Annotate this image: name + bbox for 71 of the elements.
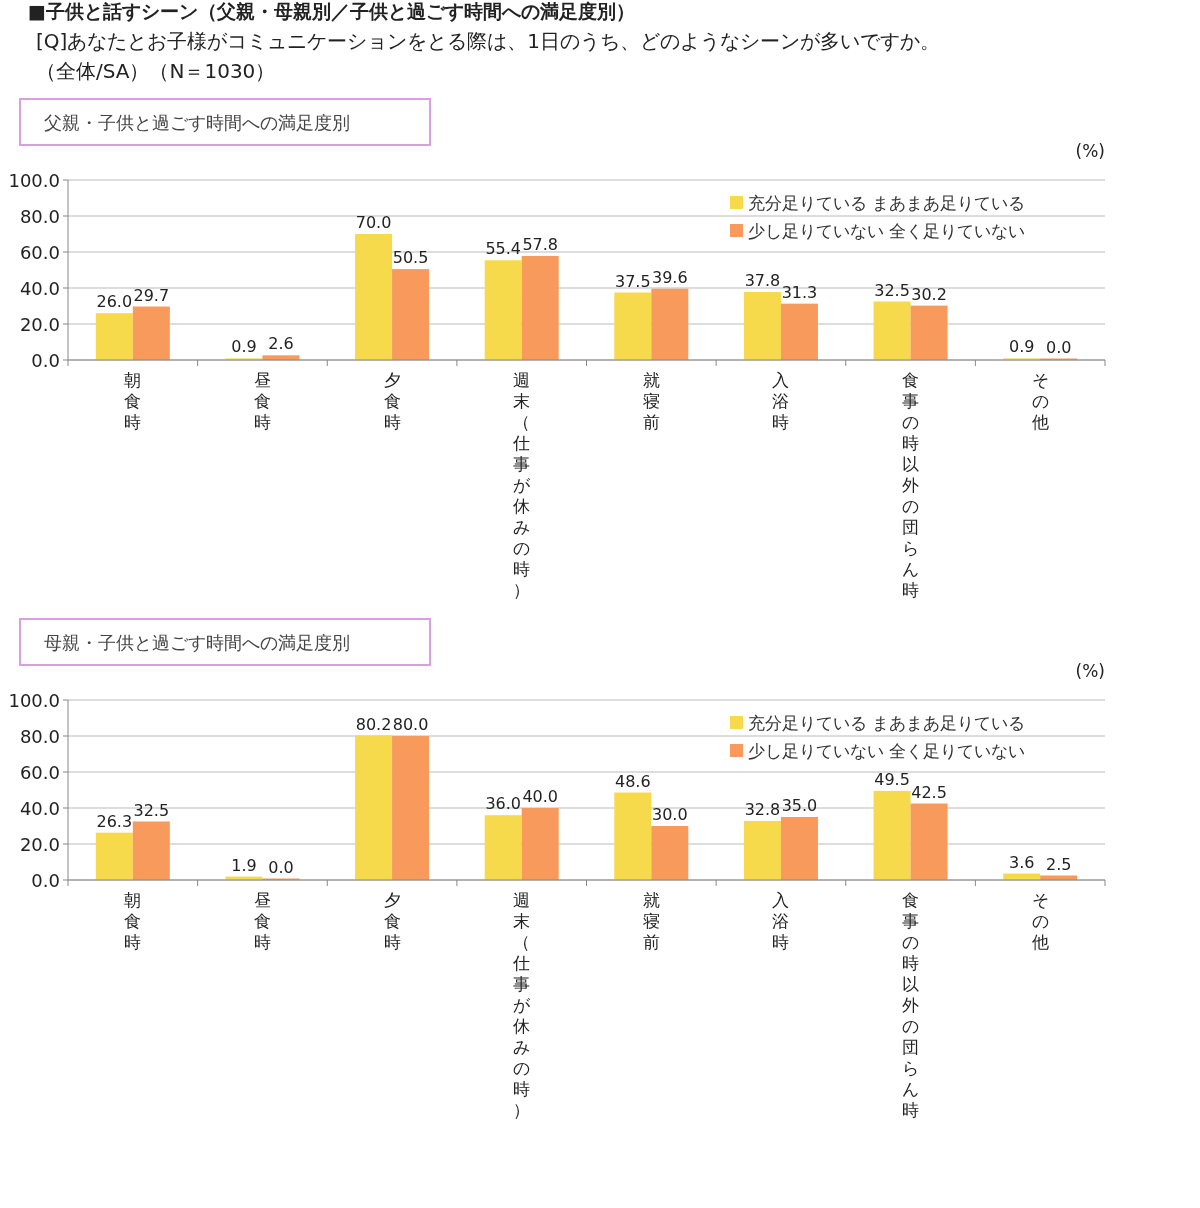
y-tick-label: 0.0 xyxy=(31,350,60,371)
data-label: 80.2 xyxy=(355,714,392,734)
data-label: 2.5 xyxy=(1045,854,1072,874)
data-label: 40.0 xyxy=(522,787,558,806)
category-label: 食事の時以外の団らん時 xyxy=(902,370,920,600)
data-label: 70.0 xyxy=(355,213,392,232)
x-tick-label: 就寝前 xyxy=(642,370,660,432)
data-label: 32.8 xyxy=(744,799,781,819)
data-label: 80.0 xyxy=(392,715,429,734)
data-label: 26.0 xyxy=(96,292,133,312)
data-label: 0.9 xyxy=(231,337,257,357)
x-tick-label: 夕食時 xyxy=(383,890,401,952)
y-axis-title: (%) xyxy=(1075,661,1105,681)
data-label: 50.5 xyxy=(392,248,429,268)
chart-title: 母親・子供と過ごす時間への満足度別 xyxy=(44,632,350,653)
legend-label: 充分足りている まあまあ足りている xyxy=(748,193,1026,213)
legend-label: 少し足りていない 全く足りていない xyxy=(748,221,1026,241)
data-label: 30.0 xyxy=(652,805,688,824)
data-label: 0.0 xyxy=(1045,337,1072,357)
text: （全体/SA）（N＝1030） xyxy=(36,59,276,83)
category-label: 週末（仕事が休みの時） xyxy=(513,370,531,600)
text: [Q]あなたとお子様がコミュニケーションをとる際は、1日のうち、どのようなシーンが多いですか。 xyxy=(36,29,941,53)
x-tick-label: その他 xyxy=(1031,370,1049,432)
y-axis-title: (%) xyxy=(1075,141,1105,161)
x-tick-label: 入浴時 xyxy=(772,370,790,432)
legend-label: 少し足りていない 全く足りていない xyxy=(748,741,1026,761)
data-label: 36.0 xyxy=(485,794,521,814)
data-label: 39.6 xyxy=(652,267,688,287)
data-label: 32.5 xyxy=(133,800,170,820)
data-label: 0.0 xyxy=(268,857,294,877)
y-tick-label: 20.0 xyxy=(19,314,60,335)
data-label: 29.7 xyxy=(133,285,170,305)
y-tick-label: 80.0 xyxy=(19,206,60,227)
data-label: 31.3 xyxy=(781,282,818,302)
data-label: 1.9 xyxy=(231,855,257,875)
y-tick-label: 60.0 xyxy=(19,242,60,263)
data-label: 55.4 xyxy=(485,239,521,259)
data-label: 37.8 xyxy=(744,270,781,290)
x-tick-label: 夕食時 xyxy=(383,370,401,432)
x-tick-label: 入浴時 xyxy=(772,890,790,952)
data-label: 3.6 xyxy=(1008,852,1035,872)
data-label: 37.5 xyxy=(615,271,651,291)
x-tick-label: 昼食時 xyxy=(253,370,271,432)
y-tick-label: 60.0 xyxy=(19,762,60,783)
data-label: 57.8 xyxy=(522,234,558,254)
data-label: 32.5 xyxy=(874,280,910,300)
data-label: 2.6 xyxy=(268,334,294,354)
legend-label: 充分足りている まあまあ足りている xyxy=(748,713,1026,733)
data-label: 0.9 xyxy=(1008,337,1035,357)
y-tick-label: 100.0 xyxy=(8,690,60,711)
y-tick-label: 20.0 xyxy=(19,834,60,855)
category-label: 食事の時以外の団らん時 xyxy=(902,890,920,1120)
text: ■子供と話すシーン（父親・母親別／子供と過ごす時間への満足度別） xyxy=(28,0,635,22)
data-label: 35.0 xyxy=(781,796,818,815)
y-tick-label: 40.0 xyxy=(19,278,60,299)
data-label: 30.2 xyxy=(911,284,947,304)
x-tick-label: 就寝前 xyxy=(642,890,660,952)
data-label: 42.5 xyxy=(911,782,947,802)
category-label: 週末（仕事が休みの時） xyxy=(513,890,531,1120)
y-tick-label: 0.0 xyxy=(31,870,60,891)
data-label: 26.3 xyxy=(96,811,133,831)
data-label: 49.5 xyxy=(874,769,910,789)
y-tick-label: 80.0 xyxy=(19,726,60,747)
y-tick-label: 100.0 xyxy=(8,170,60,191)
data-label: 48.6 xyxy=(615,771,651,791)
chart-title: 父親・子供と過ごす時間への満足度別 xyxy=(44,112,350,133)
x-tick-label: 朝食時 xyxy=(124,370,142,432)
x-tick-label: 朝食時 xyxy=(124,890,142,952)
y-tick-label: 40.0 xyxy=(19,798,60,819)
x-tick-label: 昼食時 xyxy=(253,890,271,952)
x-tick-label: その他 xyxy=(1031,890,1049,952)
